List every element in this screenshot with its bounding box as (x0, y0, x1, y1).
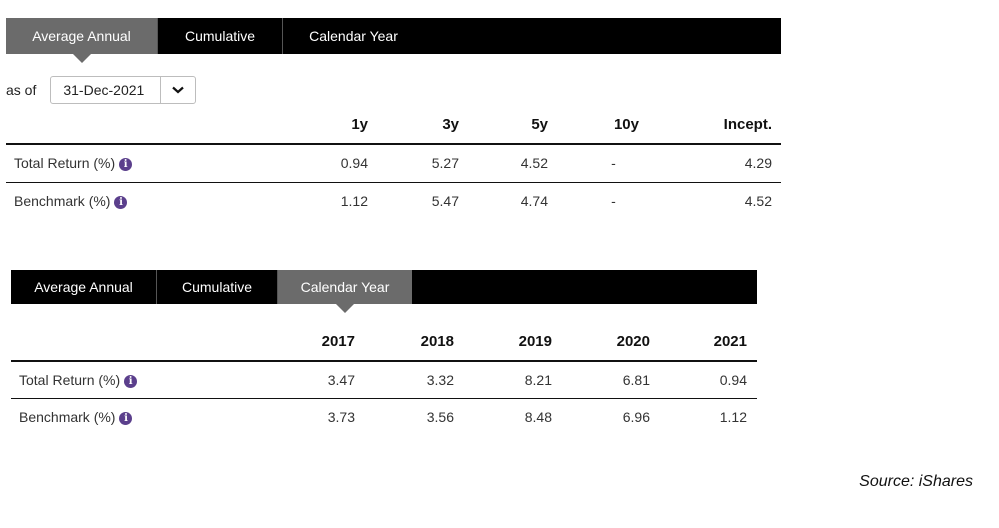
table-row: Total Return (%) i 0.94 5.27 4.52 - 4.29 (6, 144, 781, 183)
row-label: Benchmark (%) i (6, 182, 268, 220)
table-cell: 0.94 (268, 144, 368, 183)
table-cell: - (548, 144, 639, 183)
column-header: 2021 (650, 322, 757, 362)
row-label: Total Return (%) i (11, 361, 271, 399)
info-icon[interactable]: i (119, 158, 133, 172)
table-row: Benchmark (%) i 1.12 5.47 4.74 - 4.52 (6, 182, 781, 220)
tab-calendar-year[interactable]: Calendar Year (278, 270, 412, 313)
table-cell: 6.81 (552, 361, 650, 399)
column-header: Incept. (639, 106, 781, 145)
column-header: 2018 (355, 322, 454, 362)
column-header: 5y (459, 106, 548, 145)
tab-calendar-year[interactable]: Calendar Year (309, 28, 398, 44)
table-cell: 3.32 (355, 361, 454, 399)
table-cell: 3.56 (426, 408, 454, 425)
date-value[interactable]: 31-Dec-2021 (51, 77, 162, 103)
header-label-cell (6, 106, 268, 145)
tab-cumulative[interactable]: Cumulative (157, 270, 278, 304)
performance-tabs-bottom: Average Annual Cumulative Calendar Year (11, 270, 757, 313)
table-cell: 3.47 (271, 361, 355, 399)
column-header: 2019 (454, 322, 552, 362)
table-cell: - (611, 193, 616, 210)
tab-average-annual[interactable]: Average Annual (11, 270, 157, 304)
table-row: Total Return (%) i 3.47 3.32 8.21 6.81 0.… (11, 361, 757, 399)
date-dropdown[interactable]: 31-Dec-2021 (50, 76, 197, 104)
row-label: Total Return (%) i (6, 144, 268, 183)
table-cell: 3.73 (327, 408, 355, 425)
column-header: 1y (268, 106, 368, 145)
chevron-down-icon[interactable] (161, 77, 195, 103)
source-caption: Source: iShares (859, 473, 973, 490)
tab-cumulative[interactable]: Cumulative (158, 18, 283, 54)
column-header: 10y (548, 106, 639, 145)
table-cell: 8.21 (454, 361, 552, 399)
table-cell: 4.52 (744, 193, 772, 210)
average-annual-table: 1y 3y 5y 10y Incept. Total Return (%) i 0… (6, 106, 781, 220)
as-of-row: as of 31-Dec-2021 (6, 76, 197, 104)
table-cell: 1.12 (719, 408, 747, 425)
row-label-text: Total Return (%) (19, 371, 121, 388)
column-header: 2017 (271, 322, 355, 362)
table-cell: 4.52 (459, 144, 548, 183)
column-header: 2020 (552, 322, 650, 362)
row-label-text: Benchmark (%) (19, 408, 116, 425)
info-icon[interactable]: i (124, 374, 138, 388)
table-cell: 6.96 (622, 408, 650, 425)
as-of-label: as of (6, 82, 37, 98)
table-row: Benchmark (%) i 3.73 3.56 8.48 6.96 1.12 (11, 398, 757, 435)
header-label-cell (11, 322, 271, 362)
table-cell: 4.29 (639, 144, 781, 183)
table-cell: 0.94 (650, 361, 757, 399)
performance-tabs-top: Average Annual Cumulative Calendar Year (6, 18, 781, 63)
table-cell: 5.47 (431, 193, 459, 210)
calendar-year-table: 2017 2018 2019 2020 2021 Total Return (%… (11, 322, 757, 435)
info-icon[interactable]: i (114, 196, 128, 210)
row-label-text: Benchmark (%) (14, 193, 111, 210)
tab-average-annual[interactable]: Average Annual (6, 18, 158, 63)
row-label-text: Total Return (%) (14, 155, 116, 172)
table-cell: 4.74 (520, 193, 548, 210)
row-label: Benchmark (%) i (11, 398, 271, 435)
table-cell: 1.12 (340, 193, 368, 210)
table-header-row: 2017 2018 2019 2020 2021 (11, 322, 757, 362)
table-cell: 5.27 (368, 144, 459, 183)
table-header-row: 1y 3y 5y 10y Incept. (6, 106, 781, 145)
column-header: 3y (368, 106, 459, 145)
info-icon[interactable]: i (119, 411, 133, 425)
table-cell: 8.48 (524, 408, 552, 425)
